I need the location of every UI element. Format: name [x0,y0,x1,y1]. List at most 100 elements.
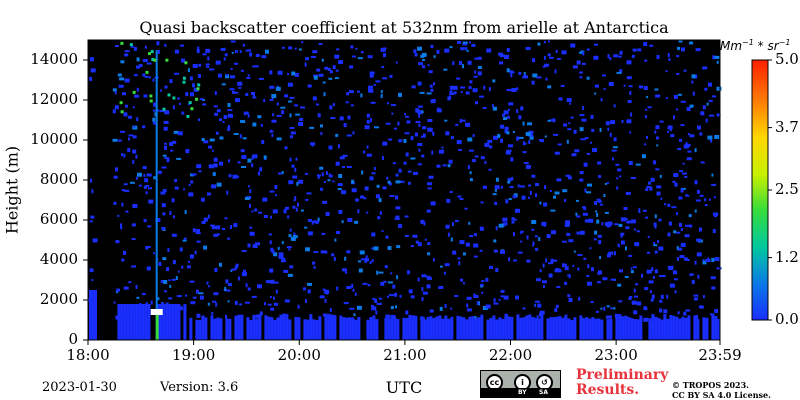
heatmap-cell [123,304,127,340]
heatmap-cell [291,164,295,168]
heatmap-cell [322,81,326,84]
heatmap-cell [680,124,685,127]
heatmap-cell [417,277,420,282]
heatmap-cell [293,199,296,202]
heatmap-cell [619,175,622,178]
heatmap-cell [240,149,245,153]
heatmap-cell [498,223,504,228]
heatmap-cell [135,65,140,69]
heatmap-cell [356,305,362,310]
heatmap-cell [225,318,229,340]
heatmap-cell [335,69,339,72]
heatmap-cell [133,46,137,51]
heatmap-cell [474,57,479,60]
heatmap-cell [367,55,373,59]
heatmap-cell [488,168,492,171]
heatmap-cell [699,305,704,309]
heatmap-cell [676,55,680,58]
heatmap-cell [280,106,286,109]
heatmap-cell [339,156,345,160]
heatmap-cell [439,306,443,311]
heatmap-cell [607,127,610,131]
heatmap-cell [120,60,125,64]
heatmap-cell [163,280,168,284]
heatmap-cell [607,54,610,59]
heatmap-cell [516,314,520,341]
heatmap-cell [339,315,343,340]
heatmap-cell [410,245,414,247]
heatmap-cell [528,140,531,145]
heatmap-cell [646,135,648,139]
y-tick-label: 8000 [39,170,78,188]
heatmap-cell [619,269,623,273]
heatmap-cell [330,314,334,341]
heatmap-cell [576,60,581,65]
heatmap-cell [289,113,292,118]
heatmap-cell [264,302,266,306]
heatmap-cell [539,310,545,315]
heatmap-cell [596,212,599,217]
heatmap-cell [654,224,657,229]
heatmap-cell [445,224,450,229]
heatmap-cell [354,220,359,224]
heatmap-cell [693,315,697,340]
heatmap-cell [190,92,194,97]
heatmap-cell [564,266,569,271]
heatmap-cell [509,71,515,74]
heatmap-cell [381,65,385,68]
heatmap-cell [205,63,210,66]
heatmap-cell [215,60,221,65]
heatmap-cell [330,117,336,120]
heatmap-cell [556,58,561,60]
heatmap-cell [465,242,470,247]
heatmap-cell [659,275,663,278]
heatmap-cell [528,196,530,199]
heatmap-cell [711,173,714,177]
heatmap-cell [459,198,464,200]
heatmap-cell [637,48,642,52]
y-tick-label: 6000 [39,210,78,228]
heatmap-cell [387,318,391,340]
heatmap-cell [600,307,603,310]
heatmap-cell [333,315,337,340]
heatmap-cell [707,257,710,260]
heatmap-cell [438,286,444,289]
heatmap-cell [610,278,616,281]
heatmap-cell [281,46,285,49]
heatmap-cell [126,304,130,340]
heatmap-cell [460,278,463,282]
cc-license-badge[interactable]: cc i ↺ BY SA [480,370,561,398]
heatmap-cell [423,319,427,340]
heatmap-cell [246,76,251,79]
heatmap-cell [648,280,654,284]
x-tick-label: 23:59 [698,346,742,364]
heatmap-cell [390,306,394,310]
heatmap-cell [432,318,436,341]
heatmap-cell [619,50,623,55]
heatmap-cell [689,134,695,138]
heatmap-cell [622,217,628,220]
heatmap-cell [324,66,329,70]
heatmap-cell [387,295,389,298]
heatmap-cell [143,173,146,177]
heatmap-cell [241,155,247,160]
heatmap-cell [351,179,355,184]
heatmap-cell [171,278,176,281]
heatmap-cell [146,173,152,177]
colorbar-tick-label: 2.5 [775,180,799,198]
heatmap-cell [212,172,216,177]
heatmap-cell [277,172,282,175]
heatmap-cell [269,190,275,193]
heatmap-cell [380,94,383,98]
heatmap-cell [288,180,294,185]
heatmap-cell [433,55,436,59]
heatmap-cell [195,289,199,294]
heatmap-cell [586,153,590,155]
heatmap-cell [676,246,679,251]
heatmap-cell [132,304,136,340]
heatmap-cell [536,315,539,319]
heatmap-cell [624,315,628,340]
heatmap-cell [165,58,169,62]
heatmap-cell [495,268,499,273]
heatmap-cell [679,170,684,173]
